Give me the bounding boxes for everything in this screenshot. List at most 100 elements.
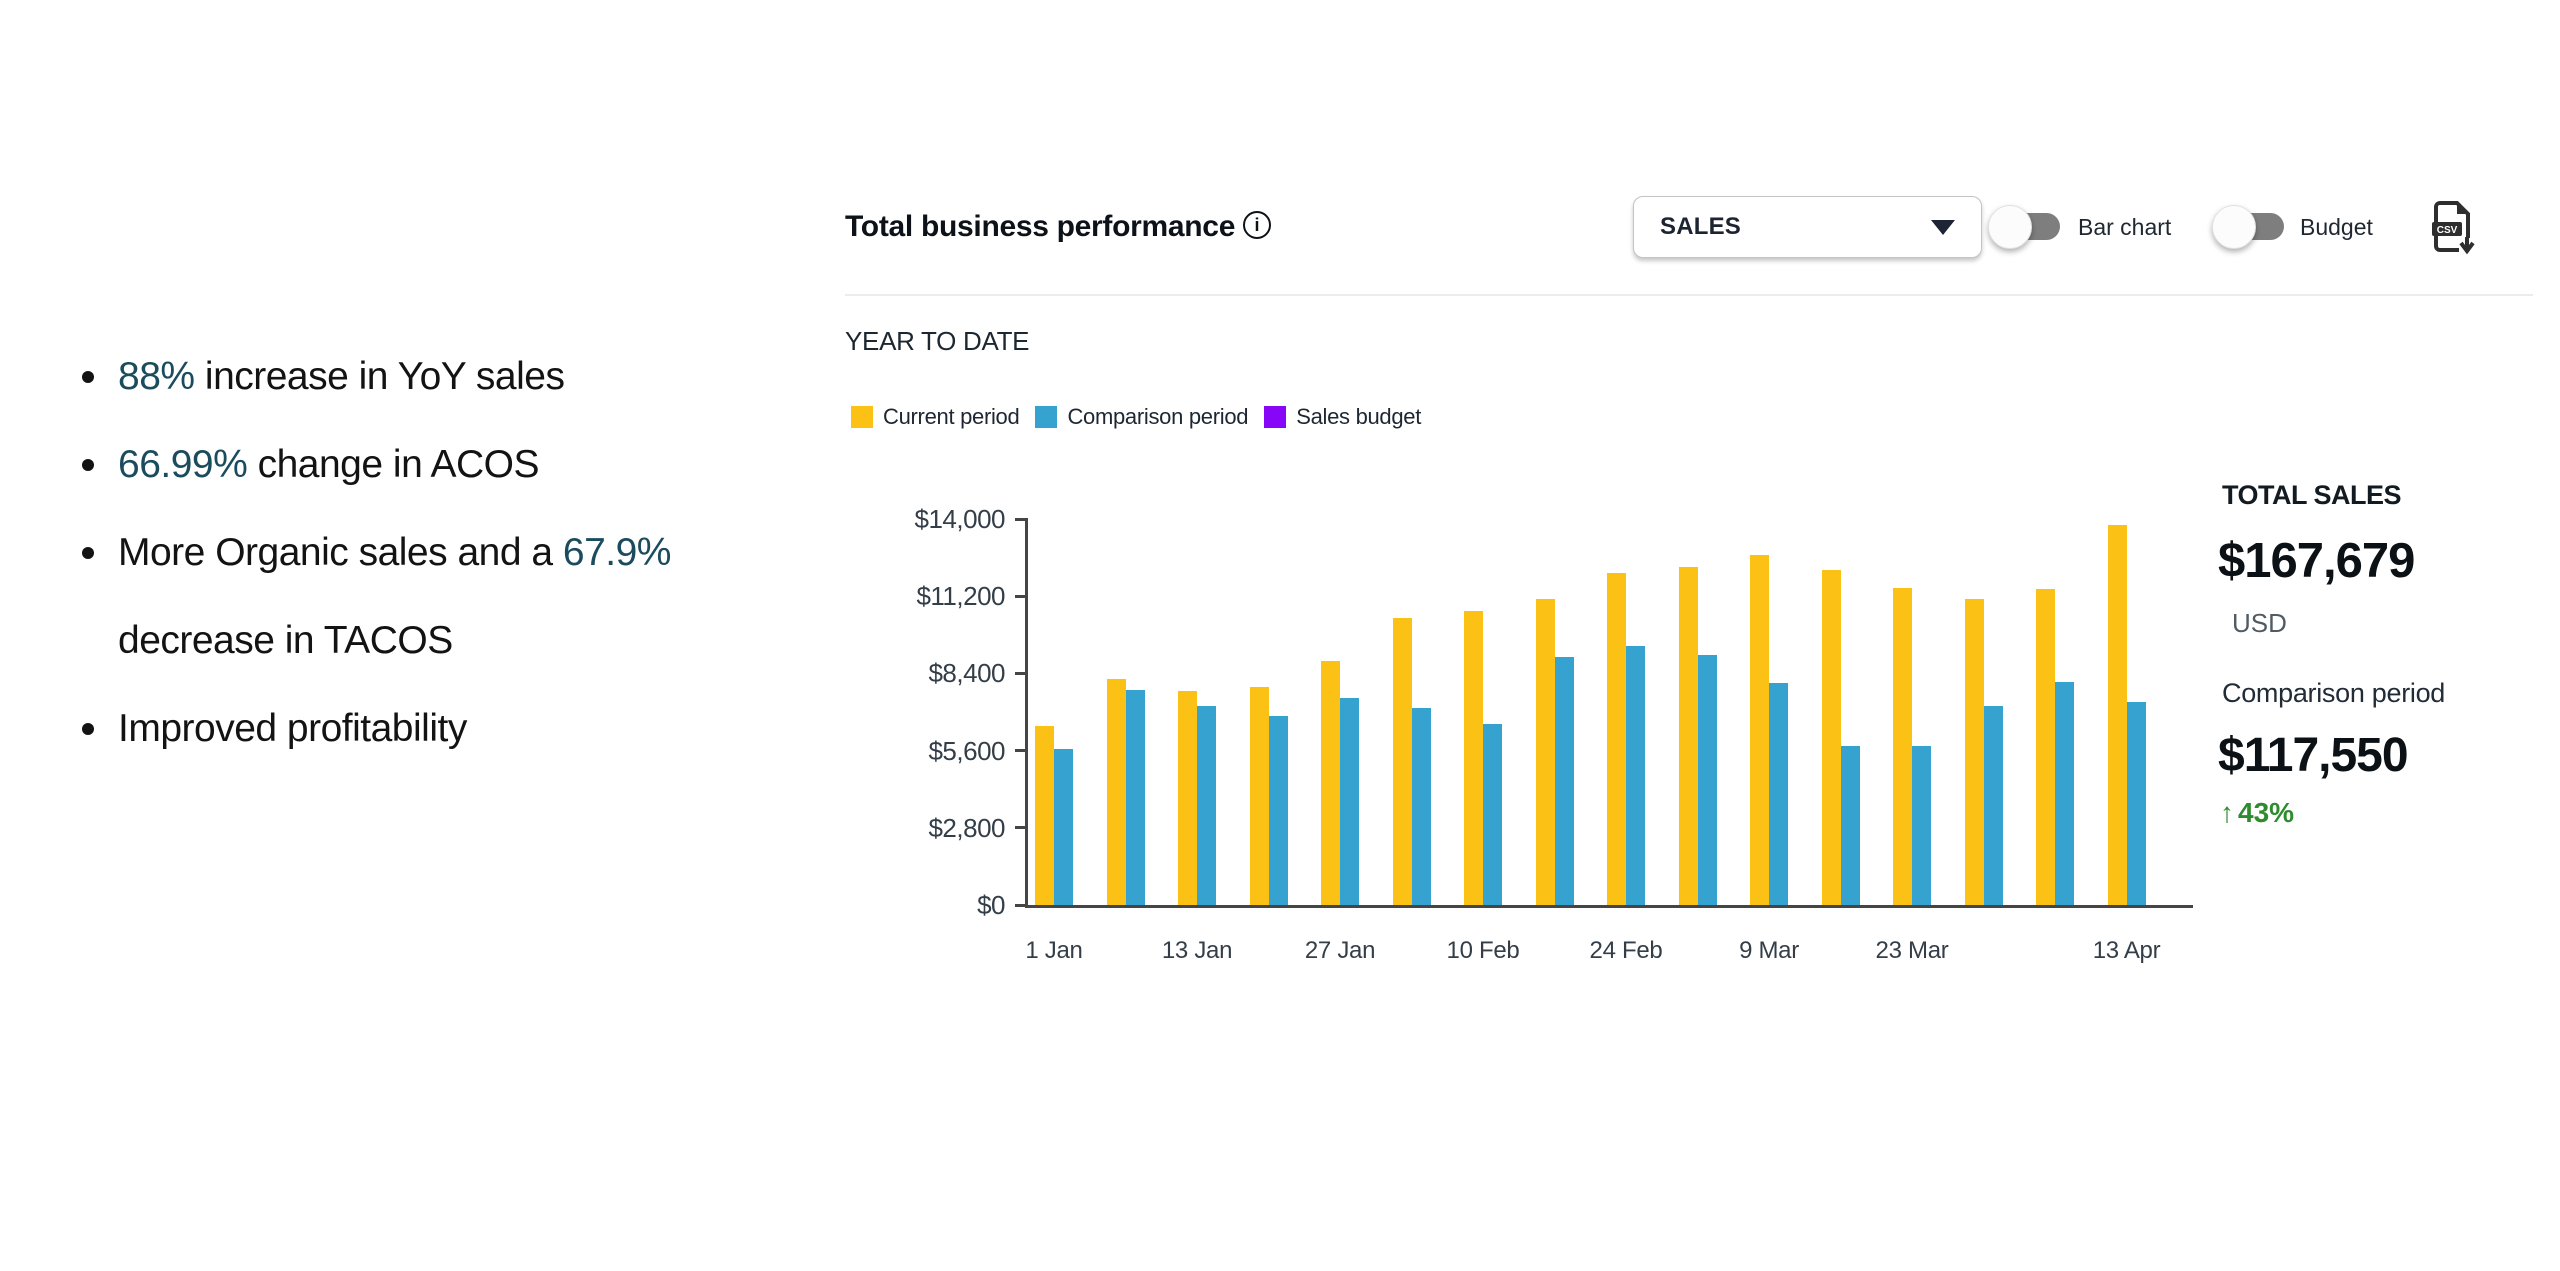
bar-current-period[interactable] <box>1821 570 1841 905</box>
y-axis-tick <box>1015 826 1028 830</box>
x-axis-label: 27 Jan <box>1304 937 1376 964</box>
bar-comparison-period[interactable] <box>1697 655 1717 905</box>
bar-current-period[interactable] <box>1893 588 1912 905</box>
x-axis-label: 23 Mar <box>1875 937 1949 964</box>
bullet-text: Improved profitability <box>118 707 467 750</box>
legend-swatch <box>1264 406 1287 428</box>
bar-comparison-period[interactable] <box>1983 706 2003 905</box>
y-axis-label: $8,400 <box>928 658 1005 689</box>
change-percent: 43% <box>2238 797 2295 828</box>
bar-group <box>1607 573 1645 905</box>
csv-download-button[interactable]: CSV <box>2428 200 2476 256</box>
bar-current-period[interactable] <box>2036 589 2055 905</box>
bar-comparison-period[interactable] <box>1268 716 1288 905</box>
total-sales-value: $167,679 <box>2218 534 2415 588</box>
x-axis-label: 24 Feb <box>1589 937 1663 964</box>
bar-group <box>1893 588 1931 905</box>
change-badge: ↑ 43% <box>2220 797 2294 829</box>
toggle-knob <box>1988 205 2032 249</box>
bar-group <box>1750 555 1788 905</box>
bar-group <box>1535 599 1574 905</box>
y-axis-tick <box>1015 517 1028 521</box>
highlight-text: 66.99% <box>118 443 248 486</box>
bar-group <box>1464 611 1502 905</box>
comparison-period-label: Comparison period <box>2222 678 2446 708</box>
plain-text: Improved profitability <box>118 707 467 750</box>
bullet-dot <box>82 723 94 735</box>
chart-legend: Current period Comparison period Sales bud… <box>851 404 1421 430</box>
bar-comparison-period[interactable] <box>1769 683 1788 905</box>
y-axis-tick <box>1015 594 1028 598</box>
x-axis-label: 13 Apr <box>2092 937 2161 964</box>
bar-current-period[interactable] <box>1750 555 1769 905</box>
bar-comparison-period[interactable] <box>1626 646 1645 905</box>
bar-current-period[interactable] <box>1106 679 1126 905</box>
plain-text: decrease in TACOS <box>118 619 453 662</box>
highlight-text: 88% <box>118 355 195 398</box>
bar-comparison-period[interactable] <box>1054 749 1073 905</box>
bar-comparison-period[interactable] <box>1197 706 1216 905</box>
bullet-text: 66.99% change in ACOS <box>118 443 539 486</box>
bar-group <box>2107 525 2146 905</box>
bar-current-period[interactable] <box>1607 573 1626 905</box>
bullet-text: 88% increase in YoY sales <box>118 355 565 398</box>
bar-comparison-period[interactable] <box>1483 724 1502 905</box>
legend-swatch <box>851 406 873 428</box>
bar-current-period[interactable] <box>1964 599 1984 905</box>
header-divider <box>845 294 2533 296</box>
bar-comparison-period[interactable] <box>2126 702 2146 905</box>
bar-comparison-period[interactable] <box>1340 698 1359 905</box>
svg-text:CSV: CSV <box>2437 225 2458 236</box>
arrow-up-icon: ↑ <box>2220 797 2234 828</box>
bar-comparison-period[interactable] <box>1411 708 1431 905</box>
bar-current-period[interactable] <box>1535 599 1555 905</box>
bar-comparison-period[interactable] <box>1840 746 1860 905</box>
bar-current-period[interactable] <box>1249 687 1269 905</box>
info-icon[interactable]: i <box>1243 211 1271 239</box>
x-axis-label: 13 Jan <box>1161 937 1233 964</box>
currency-label: USD <box>2232 608 2287 638</box>
x-axis-label: 1 Jan <box>1025 937 1083 964</box>
bar-current-period[interactable] <box>1392 618 1412 905</box>
bar-current-period[interactable] <box>1678 567 1698 905</box>
bar-chart-toggle-label: Bar chart <box>2078 214 2172 240</box>
bullet-text: More Organic sales and a 67.9% decrease … <box>118 531 672 662</box>
legend-label: Sales budget <box>1296 404 1422 429</box>
plain-text: More Organic sales and a <box>118 531 563 574</box>
x-axis-label: 10 Feb <box>1446 937 1520 964</box>
bar-chart-toggle[interactable] <box>1988 205 2060 249</box>
legend-item[interactable]: Current period <box>851 404 1020 430</box>
y-axis-tick <box>1015 671 1028 675</box>
bar-comparison-period[interactable] <box>1912 746 1931 905</box>
legend-item[interactable]: Sales budget <box>1264 404 1421 430</box>
y-axis-tick <box>1015 903 1028 907</box>
list-item: Improved profitability <box>72 685 772 773</box>
y-axis-label: $0 <box>977 890 1005 920</box>
bar-current-period[interactable] <box>1321 661 1340 905</box>
info-glyph: i <box>1254 214 1260 235</box>
bullet-list: 88% increase in YoY sales 66.99% change i… <box>72 333 772 773</box>
highlight-text: 67.9% <box>562 531 672 574</box>
bar-group <box>1035 726 1073 905</box>
budget-toggle-label: Budget <box>2300 214 2373 240</box>
list-item: 66.99% change in ACOS <box>72 421 772 509</box>
bar-current-period[interactable] <box>1464 611 1483 905</box>
y-axis-label: $2,800 <box>928 812 1005 843</box>
bar-current-period[interactable] <box>1035 726 1054 905</box>
period-label: YEAR TO DATE <box>845 326 1030 356</box>
bullet-dot <box>82 547 94 559</box>
budget-toggle[interactable] <box>2212 205 2284 249</box>
metric-dropdown[interactable]: SALES <box>1633 196 1982 258</box>
metric-dropdown-value: SALES <box>1660 213 1742 240</box>
bullet-dot <box>82 459 94 471</box>
legend-item[interactable]: Comparison period <box>1035 404 1249 430</box>
bar-comparison-period[interactable] <box>1554 657 1574 905</box>
bar-group <box>1964 599 2003 905</box>
bar-current-period[interactable] <box>2107 525 2127 905</box>
bar-comparison-period[interactable] <box>1125 690 1145 905</box>
bar-comparison-period[interactable] <box>2055 682 2074 905</box>
plain-text: increase in YoY sales <box>194 355 565 398</box>
bar-current-period[interactable] <box>1178 691 1197 905</box>
page-title: Total business performance <box>845 210 1236 243</box>
